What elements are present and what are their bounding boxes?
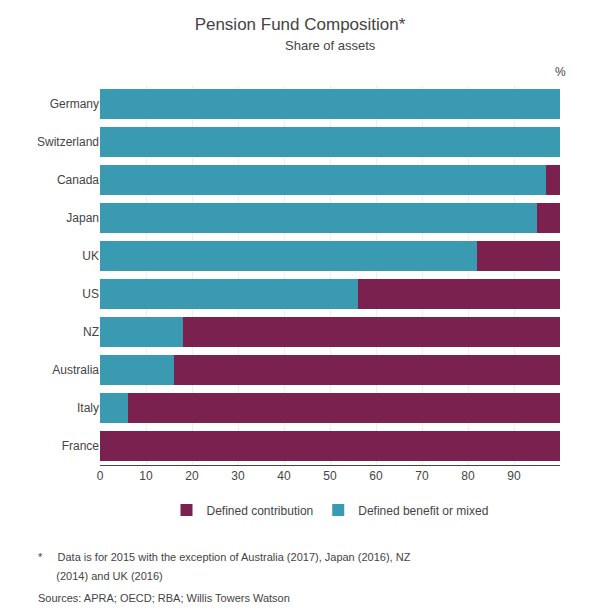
svg-text:70: 70 xyxy=(415,469,429,483)
svg-text:Sources: APRA; OECD; RBA; Will: Sources: APRA; OECD; RBA; Willis Towers … xyxy=(38,592,290,604)
svg-text:NZ: NZ xyxy=(83,325,99,339)
svg-text:Switzerland: Switzerland xyxy=(37,135,99,149)
svg-text:Japan: Japan xyxy=(66,211,99,225)
svg-text:Italy: Italy xyxy=(77,401,99,415)
svg-text:20: 20 xyxy=(185,469,199,483)
svg-text:France: France xyxy=(62,439,100,453)
svg-text:* Data is for 2015 with th: * Data is for 2015 with the exception of… xyxy=(38,551,411,563)
svg-text:%: % xyxy=(555,65,566,79)
svg-text:US: US xyxy=(82,287,99,301)
svg-text:UK: UK xyxy=(82,249,99,263)
svg-text:Canada: Canada xyxy=(57,173,99,187)
svg-text:60: 60 xyxy=(369,469,383,483)
svg-text:Share of assets: Share of assets xyxy=(285,38,376,53)
svg-text:10: 10 xyxy=(139,469,153,483)
svg-text:Defined benefit or mixed: Defined benefit or mixed xyxy=(358,504,488,518)
svg-text:Defined contribution: Defined contribution xyxy=(207,504,314,518)
svg-text:30: 30 xyxy=(231,469,245,483)
svg-text:0: 0 xyxy=(97,469,104,483)
svg-text:90: 90 xyxy=(507,469,521,483)
svg-text:(2014) and UK (2016): (2014) and UK (2016) xyxy=(38,570,163,582)
svg-text:Australia: Australia xyxy=(52,363,99,377)
svg-text:Pension Fund Composition*: Pension Fund Composition* xyxy=(195,15,406,34)
svg-text:50: 50 xyxy=(323,469,337,483)
svg-text:Germany: Germany xyxy=(50,97,99,111)
svg-text:40: 40 xyxy=(277,469,291,483)
svg-text:80: 80 xyxy=(461,469,475,483)
